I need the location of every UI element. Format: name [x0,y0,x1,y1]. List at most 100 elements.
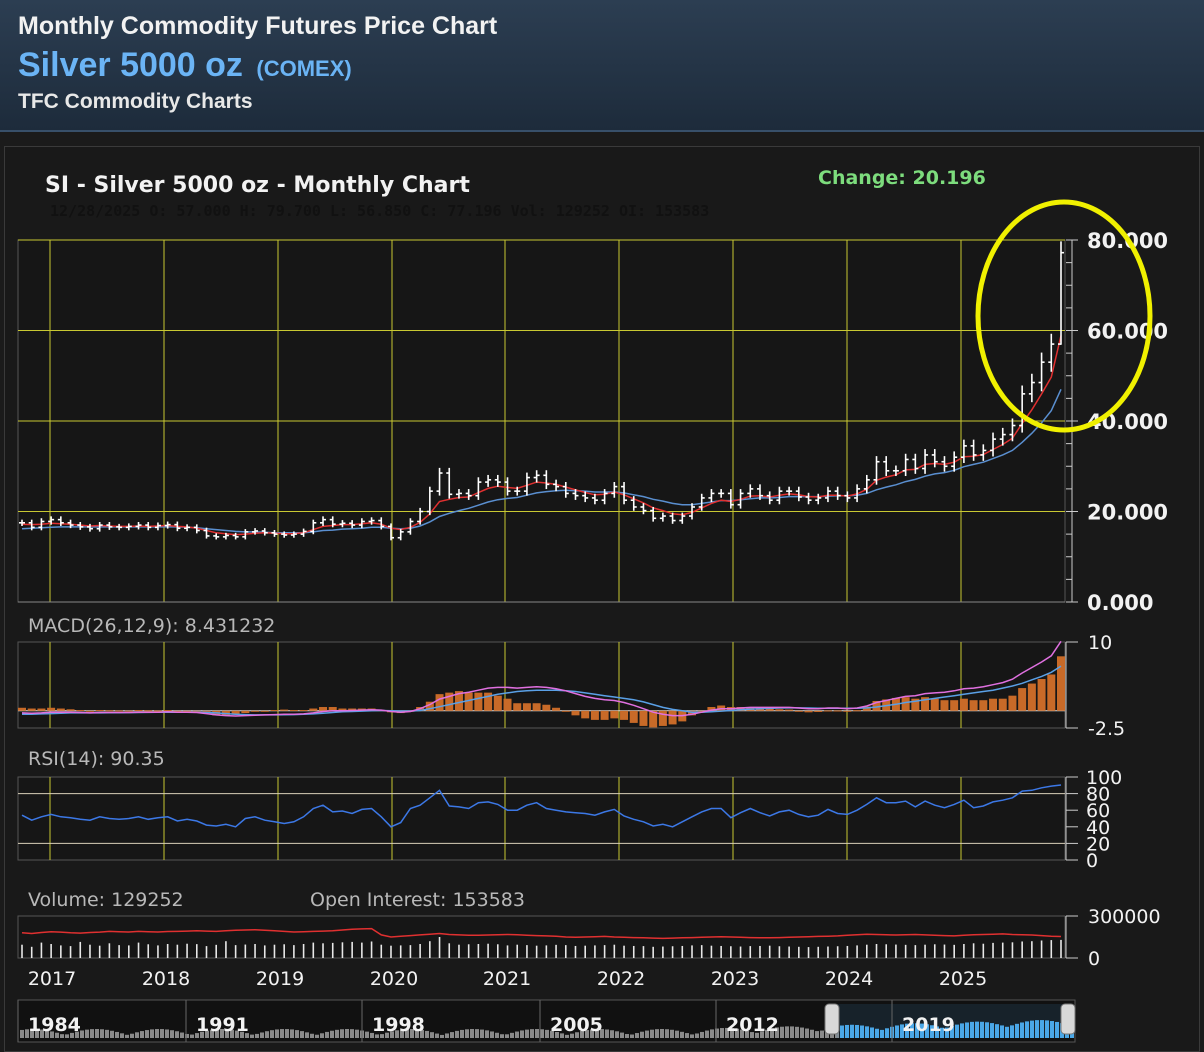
navigator-volume [630,1034,634,1038]
navigator-volume [495,1032,499,1038]
macd-histogram-bar [124,710,133,712]
volume-label: Volume: 129252 [28,889,184,911]
navigator-selected-volume [1000,1025,1004,1038]
rsi-tick-label: 80 [1086,784,1110,806]
macd-histogram-bar [552,707,561,711]
macd-histogram-bar [251,710,260,712]
navigator-volume [460,1029,464,1038]
macd-histogram-bar [921,697,930,711]
macd-histogram-bar [688,710,697,716]
navigator-selected-volume [955,1024,959,1038]
price-tick-label: 20.000 [1087,501,1168,525]
volume-panel: 300000 0 [17,906,1161,970]
navigator-volume [520,1030,524,1038]
navigator-volume [310,1033,314,1038]
macd-histogram-bar [289,710,298,712]
x-tick-label: 2023 [711,968,759,990]
header-bar: Monthly Commodity Futures Price Chart Si… [0,0,1204,132]
navigator-volume [800,1027,804,1038]
navigator-volume [290,1029,294,1038]
navigator-volume [530,1029,534,1038]
x-tick-label: 2022 [597,968,645,990]
navigator-volume [230,1029,234,1038]
macd-histogram-bar [348,708,357,711]
macd-histogram-bar [620,710,629,720]
navigator-volume [435,1033,439,1038]
navigator-volume [80,1030,84,1038]
x-axis: 2017 2018 2019 2020 2021 2022 2023 2024 2025 [28,968,987,990]
navigator-volume [50,1031,54,1038]
navigator-volume [590,1029,594,1038]
macd-tick-label: 10 [1088,632,1112,654]
macd-histogram-bar [37,708,46,711]
navigator-volume [615,1031,619,1038]
navigator-selected-volume [875,1028,879,1038]
navigator-volume [235,1030,239,1038]
navigator-volume [210,1029,214,1038]
navigator-volume [155,1029,159,1038]
navigator-volume [160,1029,164,1038]
chart-title: SI - Silver 5000 oz - Monthly Chart [45,173,470,198]
macd-plot-area [17,641,1066,729]
macd-histogram-bar [853,710,862,712]
navigator-volume [280,1029,284,1038]
macd-histogram-bar [581,710,590,719]
navigator-selected-volume [950,1026,954,1038]
navigator-year-label: 1998 [372,1014,425,1036]
navigator-volume [665,1029,669,1038]
macd-histogram-bar [600,710,609,720]
macd-histogram-bar [989,698,998,711]
navigator-selected-volume [930,1025,934,1038]
rsi-tick-label: 20 [1086,833,1110,855]
navigator-selected-volume [1040,1020,1044,1038]
change-label: Change: 20.196 [818,167,986,189]
navigator-volume [330,1030,334,1038]
navigator-volume [70,1032,74,1038]
navigator-volume [410,1029,414,1038]
macd-histogram-bar [736,707,745,711]
navigator-volume [425,1030,429,1038]
macd-histogram-bar [474,692,483,711]
navigator-volume [710,1029,714,1038]
navigator-volume [20,1029,24,1038]
macd-histogram-bar [697,710,706,712]
navigator-volume [120,1033,124,1038]
macd-histogram-bar [105,710,114,712]
navigator-volume [485,1030,489,1038]
navigator-volume [595,1029,599,1038]
navigator-right-handle[interactable] [1060,1003,1076,1035]
instrument-title: Silver 5000 oz (COMEX) [18,46,352,85]
macd-histogram-bar [979,700,988,711]
price-tick-label: 0.000 [1087,591,1153,615]
navigator-left-handle[interactable] [824,1003,840,1035]
navigator-selected-volume [935,1026,939,1038]
navigator-selected-volume [895,1025,899,1038]
navigator-volume [740,1029,744,1038]
navigator-volume [660,1029,664,1038]
rsi-tick-label: 40 [1086,817,1110,839]
x-tick-label: 2021 [483,968,531,990]
navigator-volume [620,1032,624,1038]
navigator-volume [445,1033,449,1038]
navigator-selected-volume [975,1021,979,1038]
macd-histogram-bar [911,698,920,711]
navigator-volume [185,1033,189,1038]
navigator-volume [455,1030,459,1038]
macd-histogram-bar [454,691,463,711]
navigator-selected-volume [1045,1020,1049,1038]
navigator-volume [145,1030,149,1038]
macd-histogram-bar [435,694,444,711]
navigator-volume [380,1034,384,1038]
navigator-volume [190,1034,194,1038]
navigator-volume [780,1026,784,1038]
navigator-selected-volume [860,1025,864,1038]
macd-histogram-bar [862,706,871,711]
volume-tick-label: 0 [1088,948,1100,970]
x-tick-label: 2017 [28,968,76,990]
macd-histogram-bar [775,709,784,711]
x-tick-label: 2019 [256,968,304,990]
macd-histogram-bar [1027,683,1036,711]
date-navigator[interactable]: 1984 1991 1998 2005 2012 2019 [17,999,1076,1043]
navigator-volume [265,1031,269,1038]
navigator-volume [25,1029,29,1038]
